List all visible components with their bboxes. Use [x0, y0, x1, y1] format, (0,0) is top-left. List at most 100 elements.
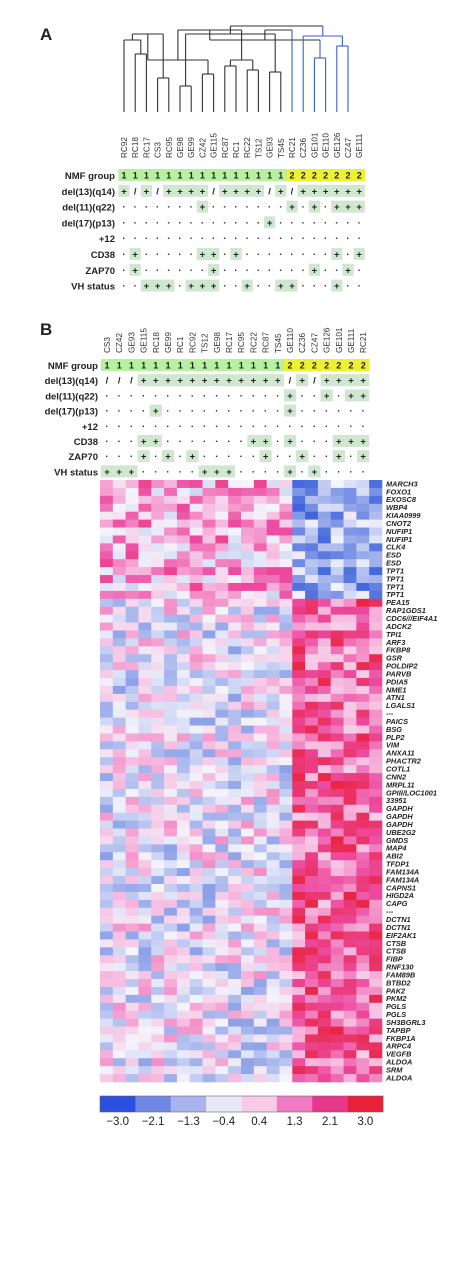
heatmap-cell: [369, 1050, 383, 1059]
heatmap-cell: [138, 963, 152, 972]
heatmap-cell: [164, 511, 178, 520]
heatmap-cell: [176, 971, 191, 980]
heatmap-cell: [266, 519, 280, 528]
heatmap-cell: [164, 638, 178, 647]
annotation-cell: ·: [324, 265, 327, 276]
heatmap-cell: [125, 559, 139, 568]
heatmap-cell: [215, 876, 229, 885]
heatmap-cell: [164, 923, 178, 932]
heatmap-cell: [279, 931, 293, 940]
heatmap-cell: [343, 939, 357, 948]
heatmap-cell: [100, 646, 114, 655]
heatmap-cell: [112, 1018, 126, 1027]
heatmap-cell: [164, 678, 178, 687]
annotation-cell: ·: [234, 202, 237, 213]
heatmap-cell: [241, 836, 255, 845]
heatmap-cell: [100, 1002, 114, 1012]
heatmap-cell: [369, 852, 383, 861]
annotation-cell: ·: [252, 467, 255, 478]
annotation-cell: +: [256, 186, 262, 197]
annotation-cell: +: [278, 186, 284, 197]
heatmap-cell: [189, 852, 203, 861]
annotation-cell: ·: [215, 421, 218, 432]
gene-label: PARVB: [386, 669, 412, 678]
annotation-highlight: [296, 450, 309, 463]
annotation-row-label: del(17)(p13): [45, 407, 98, 418]
heatmap-cell: [330, 725, 344, 734]
annotation-cell: ·: [313, 391, 316, 402]
heatmap-cell: [305, 844, 319, 853]
heatmap-cell: [241, 567, 255, 576]
heatmap-cell: [356, 717, 370, 726]
annotation-cell: +: [360, 437, 366, 448]
sample-label: GE110: [322, 133, 331, 158]
annotation-highlight: [222, 374, 236, 387]
sample-label: RC92: [120, 137, 129, 158]
heatmap-cell: [138, 955, 152, 964]
heatmap-cell: [343, 1034, 357, 1043]
heatmap-cell: [215, 899, 229, 909]
nmf-group-cell: [152, 169, 164, 181]
heatmap-cell: [112, 994, 126, 1004]
heatmap-cell: [369, 844, 383, 853]
heatmap-cell: [138, 480, 152, 489]
gene-label: SRM: [386, 1065, 403, 1074]
annotation-highlight: [161, 374, 175, 387]
heatmap-cell: [125, 1018, 139, 1027]
heatmap-cell: [202, 559, 216, 568]
annotation-cell: +: [360, 391, 366, 402]
heatmap-cell: [138, 986, 152, 996]
sample-label: RC87: [221, 137, 230, 158]
gene-label: ADCK2: [385, 622, 412, 631]
legend-tick-label: −3.0: [106, 1116, 129, 1128]
annotation-highlight: [332, 450, 345, 463]
heatmap-cell: [215, 955, 229, 964]
heatmap-cell: [279, 812, 293, 821]
heatmap-cell: [343, 765, 357, 774]
heatmap-cell: [241, 693, 255, 703]
heatmap-cell: [369, 860, 383, 869]
heatmap-cell: [241, 630, 255, 639]
heatmap-cell: [151, 1026, 165, 1035]
heatmap-cell: [279, 876, 293, 885]
heatmap-cell: [138, 1050, 152, 1059]
heatmap-cell: [215, 733, 229, 742]
heatmap-cell: [176, 487, 191, 497]
heatmap-cell: [317, 630, 332, 639]
heatmap-cell: [369, 590, 383, 600]
annotation-highlight: [342, 263, 354, 276]
heatmap-cell: [228, 1042, 242, 1051]
heatmap-cell: [176, 852, 191, 861]
annotation-cell: 1: [239, 361, 244, 371]
sample-label: RC18: [152, 332, 161, 353]
sample-label: RC95: [237, 332, 246, 353]
heatmap-cell: [369, 994, 383, 1004]
heatmap-cell: [305, 971, 319, 980]
heatmap-cell: [356, 1058, 370, 1067]
heatmap-cell: [241, 876, 255, 885]
annotation-cell: ·: [268, 250, 271, 261]
nmf-group-cell: [140, 169, 153, 181]
heatmap-cell: [189, 915, 203, 924]
nmf-group-cell: [137, 359, 151, 371]
heatmap-cell: [369, 733, 383, 742]
heatmap-cell: [317, 899, 332, 909]
heatmap-cell: [138, 979, 152, 988]
annotation-highlight: [198, 374, 211, 387]
heatmap-cell: [176, 519, 191, 528]
heatmap-cell: [279, 804, 293, 813]
annotation-cell: /: [130, 376, 133, 387]
annotation-cell: 2: [345, 171, 350, 181]
heatmap-cell: [125, 614, 139, 623]
annotation-cell: ·: [154, 421, 157, 432]
heatmap-cell: [202, 511, 216, 520]
heatmap-cell: [125, 709, 139, 718]
heatmap-cell: [202, 709, 216, 718]
annotation-cell: ·: [130, 421, 133, 432]
heatmap-cell: [369, 796, 383, 806]
heatmap-cell: [112, 757, 126, 766]
annotation-highlight: [196, 279, 208, 292]
annotation-cell: ·: [201, 218, 204, 229]
heatmap-cell: [369, 1026, 383, 1035]
heatmap-cell: [279, 519, 293, 528]
